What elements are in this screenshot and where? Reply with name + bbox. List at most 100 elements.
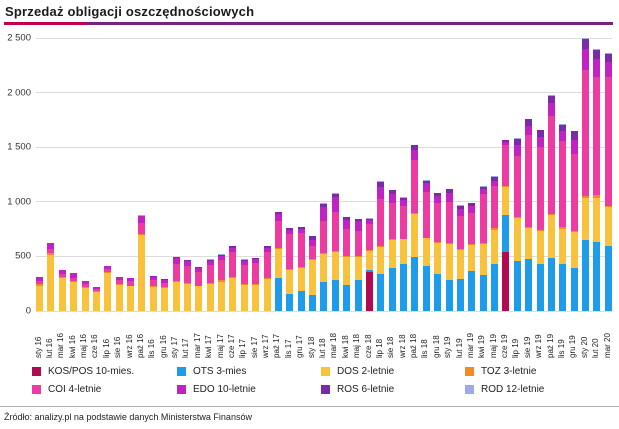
bar-mar-18 <box>331 193 339 311</box>
segment-ROS <box>468 203 476 207</box>
bar-cze-18 <box>365 218 373 311</box>
segment-OTS <box>422 266 430 311</box>
segment-ROS <box>320 203 328 207</box>
bar-cze-16 <box>92 287 100 311</box>
segment-ROS <box>411 145 419 150</box>
y-tick-label: 0 <box>25 305 31 317</box>
segment-TOZ <box>434 242 442 243</box>
segment-COI <box>320 220 328 253</box>
segment-COI <box>161 282 169 288</box>
segment-TOZ <box>582 196 589 198</box>
segment-DOS <box>422 238 430 267</box>
segment-COI <box>479 194 487 244</box>
segment-ROS <box>343 217 351 220</box>
segment-ROS <box>286 227 294 230</box>
bar-kwi-19 <box>479 186 487 311</box>
legend-label: OTS 3-mies <box>193 366 247 377</box>
segment-EDO <box>127 277 134 282</box>
segment-COI <box>218 260 225 281</box>
segment-DOS <box>343 256 351 286</box>
x-tick-label: cze 19 <box>500 334 510 358</box>
segment-ROS <box>252 257 260 260</box>
segment-OTS <box>513 260 521 311</box>
x-tick-label: lip 18 <box>374 338 384 358</box>
segment-COI <box>127 281 134 286</box>
bar-wrz-17 <box>263 245 271 311</box>
segment-ROS <box>229 246 237 248</box>
legend-item-DOS: DOS 2-letnie <box>321 366 465 377</box>
segment-TOZ <box>559 227 567 229</box>
segment-COI <box>593 76 601 196</box>
x-tick-label: gru 18 <box>431 335 441 358</box>
y-tick-label: 2 500 <box>7 32 31 44</box>
y-tick-label: 1 500 <box>7 141 31 153</box>
segment-OTS <box>354 280 362 311</box>
segment-EDO <box>252 259 260 264</box>
bar-lip-19 <box>513 137 521 311</box>
segment-ROS <box>491 176 498 181</box>
segment-DOS <box>525 227 533 259</box>
segment-COI <box>365 224 373 251</box>
footer: Źródło: analizy.pl na podstawie danych M… <box>0 406 619 429</box>
segment-OTS <box>343 285 351 311</box>
segment-EDO <box>92 287 100 290</box>
segment-EDO <box>513 144 521 157</box>
segment-EDO <box>240 261 248 265</box>
x-tick-label: sie 17 <box>249 336 259 358</box>
segment-DOS <box>149 286 157 311</box>
segment-COI <box>286 233 294 269</box>
x-tick-label: gru 19 <box>568 335 578 358</box>
segment-COI <box>411 159 419 214</box>
segment-DOS <box>218 281 225 311</box>
segment-OTS <box>502 215 510 253</box>
segment-OTS <box>365 269 373 273</box>
segment-TOZ <box>309 259 316 261</box>
bar-lut-16 <box>47 242 55 311</box>
segment-COI <box>36 281 43 285</box>
segment-COI <box>343 229 351 256</box>
segment-EDO <box>343 219 351 230</box>
legend-swatch <box>177 385 186 394</box>
segment-COI <box>331 211 339 251</box>
segment-ROS <box>138 215 146 217</box>
segment-COI <box>47 249 55 254</box>
segment-COI <box>491 185 498 228</box>
segment-ROS <box>309 236 316 240</box>
x-tick-label: lut 18 <box>318 338 327 358</box>
segment-ROS <box>445 189 453 194</box>
segment-EDO <box>286 229 294 234</box>
legend-item-TOZ: TOZ 3-letnie <box>465 366 592 377</box>
segment-COI <box>434 203 442 243</box>
segment-EDO <box>377 186 385 199</box>
segment-TOZ <box>274 248 282 250</box>
bar-lip-18 <box>377 181 385 311</box>
legend-swatch <box>32 385 41 394</box>
segment-DOS <box>582 197 589 240</box>
segment-DOS <box>58 278 66 311</box>
bar-sty-19 <box>445 188 453 311</box>
segment-ROD <box>559 124 567 125</box>
legend-item-EDO: EDO 10-letnie <box>177 384 321 395</box>
segment-ROS <box>582 38 589 50</box>
segment-DOS <box>115 284 123 311</box>
y-tick-label: 500 <box>15 250 31 262</box>
segment-COI <box>377 198 385 246</box>
bar-cze-17 <box>229 245 237 311</box>
bar-paź-16 <box>138 215 146 311</box>
bar-sty-20 <box>582 37 589 311</box>
segment-DOS <box>263 279 271 311</box>
segment-ROD <box>354 218 362 220</box>
segment-EDO <box>47 242 55 250</box>
segment-DOS <box>456 250 464 279</box>
segment-TOZ <box>47 253 55 256</box>
segment-TOZ <box>161 287 169 289</box>
segment-TOZ <box>513 216 521 219</box>
segment-KOS-POS <box>502 252 510 311</box>
x-tick-label: maj 16 <box>79 333 89 358</box>
segment-DOS <box>468 245 476 271</box>
source-note: Źródło: analizy.pl na podstawie danych M… <box>4 412 252 422</box>
segment-KOS-POS <box>365 272 373 311</box>
segment-TOZ <box>195 285 203 287</box>
segment-ROS <box>456 205 464 209</box>
segment-COI <box>297 233 305 268</box>
